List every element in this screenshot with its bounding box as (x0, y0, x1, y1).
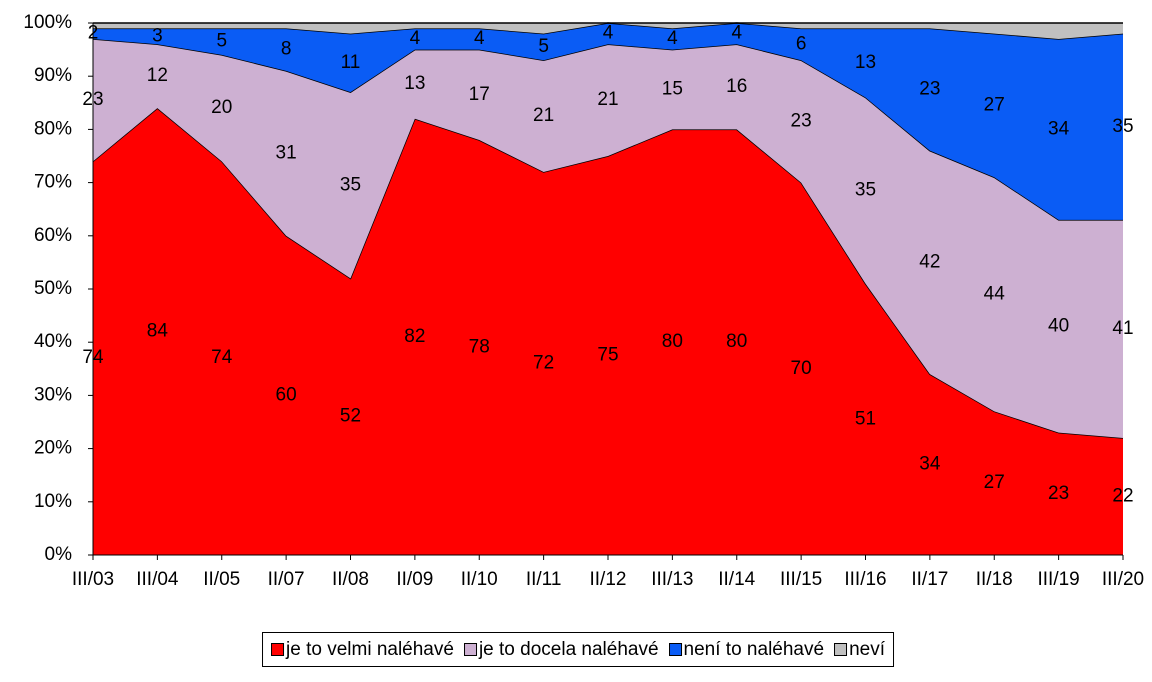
data-label: 41 (1112, 318, 1133, 339)
data-label: 72 (533, 352, 554, 373)
data-label: 80 (726, 331, 747, 352)
data-label: 21 (533, 105, 554, 126)
y-tick-label: 50% (34, 278, 72, 299)
data-label: 34 (919, 454, 941, 475)
data-label: 6 (796, 33, 807, 54)
data-label: 17 (469, 84, 490, 105)
y-tick-label: 30% (34, 384, 72, 405)
data-label: 34 (1048, 118, 1070, 139)
data-label: 11 (341, 52, 361, 73)
area (93, 23, 1123, 39)
data-label: 27 (984, 94, 1005, 115)
data-label: 35 (1112, 116, 1133, 137)
legend-label: je to velmi naléhavé (286, 638, 454, 660)
data-label: 5 (216, 31, 227, 52)
legend-item: není to naléhavé (668, 638, 825, 661)
data-label: 4 (667, 28, 678, 49)
data-label: 15 (662, 79, 683, 100)
data-label: 5 (538, 36, 549, 57)
data-label: 75 (597, 345, 618, 366)
legend-swatch (271, 643, 285, 656)
x-tick-label: III/19 (1038, 569, 1080, 590)
data-label: 42 (919, 251, 940, 272)
data-label: 82 (404, 326, 425, 347)
y-tick-label: 20% (34, 438, 72, 459)
y-tick-label: 10% (34, 491, 72, 512)
data-label: 70 (791, 358, 812, 379)
data-label: 4 (410, 28, 421, 49)
legend-swatch (463, 643, 477, 656)
data-label: 8 (281, 39, 292, 60)
data-label: 78 (469, 337, 490, 358)
data-label: 4 (474, 28, 485, 49)
x-tick-label: II/08 (332, 569, 369, 590)
x-tick-label: II/18 (976, 569, 1013, 590)
data-label: 60 (276, 384, 297, 405)
data-label: 23 (1048, 483, 1069, 504)
x-tick-label: III/13 (651, 569, 693, 590)
y-tick-label: 80% (34, 118, 72, 139)
x-tick-label: III/04 (136, 569, 179, 590)
x-tick-label: II/14 (718, 569, 755, 590)
data-label: 4 (603, 23, 614, 44)
data-label: 40 (1048, 315, 1069, 336)
data-label: 51 (855, 408, 876, 429)
legend-item: neví (834, 639, 885, 661)
data-label: 31 (276, 142, 297, 163)
data-label: 21 (597, 89, 618, 110)
y-tick-label: 40% (34, 331, 72, 352)
x-tick-label: II/17 (911, 569, 948, 590)
data-label: 4 (731, 23, 742, 44)
data-label: 27 (984, 472, 1005, 493)
data-label: 84 (147, 321, 169, 342)
y-tick-label: 60% (34, 225, 72, 246)
x-tick-label: II/10 (461, 569, 498, 590)
data-label: 52 (340, 406, 361, 427)
data-label: 22 (1112, 485, 1133, 506)
data-label: 44 (984, 283, 1006, 304)
x-tick-label: II/12 (590, 569, 627, 590)
area (93, 38, 1123, 438)
x-tick-label: III/03 (72, 569, 114, 590)
area (93, 108, 1123, 556)
y-tick-label: 100% (23, 12, 72, 33)
legend-label: je to docela naléhavé (478, 638, 659, 660)
legend-label: neví (849, 638, 885, 660)
legend: je to velmi naléhavé je to docela naléhav… (262, 632, 894, 667)
data-label: 3 (152, 25, 163, 46)
y-tick-label: 0% (45, 544, 73, 565)
data-label: 13 (855, 52, 876, 73)
data-label: 35 (340, 174, 361, 195)
data-label: 74 (211, 347, 233, 368)
x-tick-label: II/07 (268, 569, 305, 590)
legend-label: není to naléhavé (683, 638, 825, 660)
area (93, 23, 1123, 220)
x-tick-label: II/11 (526, 569, 562, 590)
data-label: 13 (404, 73, 425, 94)
x-tick-label: II/09 (396, 569, 433, 590)
data-label: 23 (791, 110, 812, 131)
x-tick-label: II/05 (203, 569, 240, 590)
data-label: 20 (211, 97, 232, 118)
y-tick-label: 70% (34, 172, 72, 193)
data-label: 80 (662, 331, 683, 352)
legend-item: je to velmi naléhavé (271, 639, 454, 661)
legend-item: je to docela naléhavé (463, 638, 659, 661)
legend-swatch (668, 643, 682, 656)
data-label: 12 (147, 65, 168, 86)
legend-swatch (834, 643, 848, 656)
data-label: 23 (919, 79, 940, 100)
data-label: 35 (855, 180, 876, 201)
y-tick-label: 90% (34, 65, 72, 86)
x-tick-label: III/20 (1102, 569, 1144, 590)
x-tick-label: III/15 (780, 569, 822, 590)
data-label: 16 (726, 76, 747, 97)
x-tick-label: III/16 (844, 569, 886, 590)
